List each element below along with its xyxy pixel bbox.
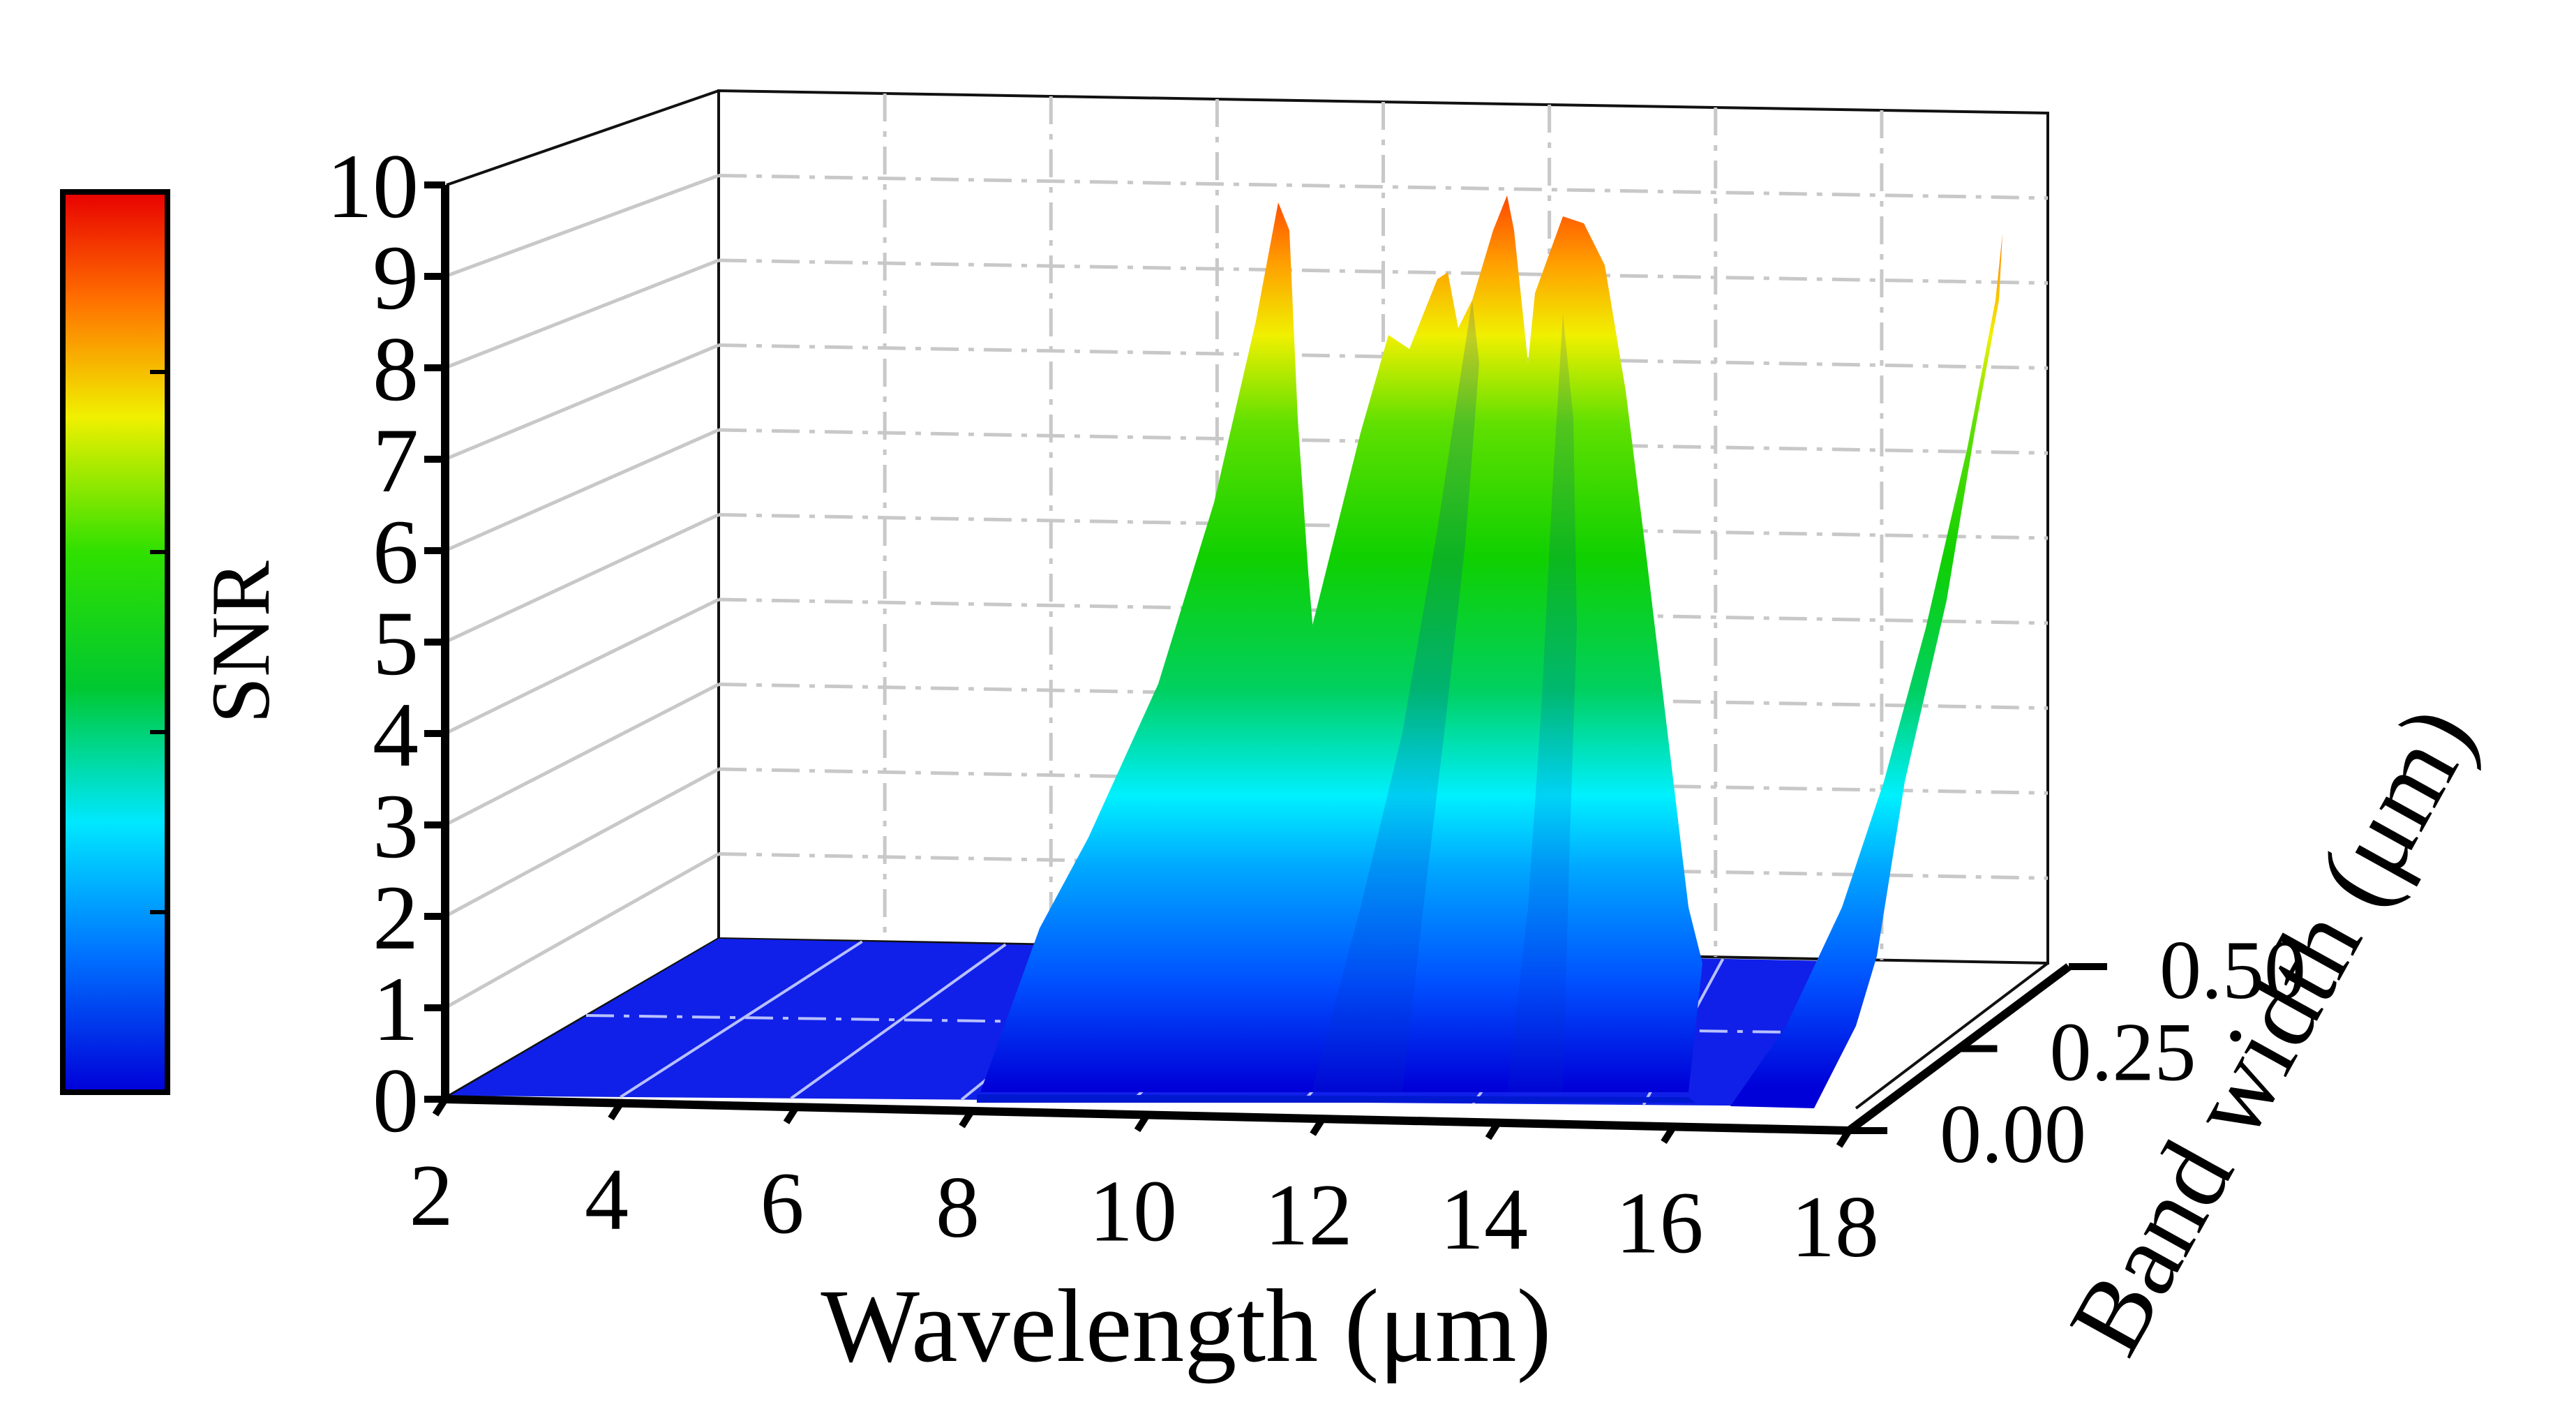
x-tick-label: 14: [1440, 1171, 1528, 1268]
x-tick-mark: [959, 1109, 975, 1129]
colorbar-label: SNR: [194, 560, 287, 723]
x-tick-mark: [1836, 1129, 1852, 1148]
colorbar: SNR: [60, 189, 287, 1095]
z-tick-label: 4: [373, 683, 419, 786]
y-axis-ticks: 0.000.250.50: [1849, 923, 2306, 1180]
snr-surface: [977, 195, 2002, 1108]
x-tick-mark: [783, 1105, 800, 1124]
back-grid-line: [718, 683, 2049, 710]
left-grid-line: [444, 597, 720, 736]
top-left-edge: [446, 89, 719, 186]
back-grid-line: [718, 343, 2049, 370]
surface-ridge-shade-2: [1507, 314, 1577, 1092]
z-tick-label: 7: [373, 409, 419, 512]
left-grid-line: [444, 174, 719, 278]
left-grid-line: [444, 258, 719, 370]
floor-grid-line: [790, 943, 1007, 1100]
x-tick-label: 12: [1265, 1167, 1353, 1264]
z-tick-label: 3: [373, 775, 419, 877]
left-grid-line: [444, 767, 720, 918]
left-grid-line: [444, 428, 720, 553]
y-tick-label: 0.00: [1940, 1087, 2086, 1180]
surface-peak-2: [1151, 195, 1702, 1092]
x-tick-label: 10: [1089, 1163, 1177, 1260]
back-floor-left-edge: [445, 937, 720, 1099]
floor-grid-line: [620, 940, 863, 1099]
y-tick-label: 0.50: [2159, 923, 2306, 1016]
x-tick-label: 18: [1791, 1179, 1879, 1276]
back-grid-line: [718, 767, 2049, 795]
x-tick-mark: [1310, 1117, 1326, 1136]
z-tick-label: 1: [373, 958, 419, 1060]
z-tick-label: 9: [373, 226, 419, 329]
x-tick-mark: [1485, 1121, 1502, 1140]
z-tick-label: 5: [373, 592, 419, 694]
x-axis-ticks: 2 4 6 8 10 12 14 16 18: [410, 1097, 1879, 1276]
x-tick-label: 4: [585, 1152, 629, 1249]
x-tick-mark: [1134, 1112, 1151, 1133]
y-tick-label: 0.25: [2050, 1006, 2196, 1099]
back-grid-line: [718, 852, 2049, 880]
back-grid-line: [718, 258, 2049, 285]
x-tick-label: 2: [410, 1147, 454, 1244]
z-tick-label: 6: [373, 500, 419, 603]
z-tick-label: 10: [327, 135, 419, 237]
z-tick-label: 8: [373, 318, 419, 420]
x-tick-mark: [608, 1101, 624, 1121]
left-grid-line: [444, 852, 720, 1010]
back-floor-right-edge: [1855, 962, 2049, 1110]
x-axis-title: Wavelength (μm): [821, 1268, 1551, 1384]
left-grid-line: [444, 683, 720, 827]
x-tick-label: 8: [936, 1159, 980, 1256]
z-tick-label: 2: [373, 866, 419, 969]
colorbar-ticks: [150, 370, 167, 914]
colorbar-gradient: [60, 189, 170, 1095]
back-grid-line: [718, 597, 2049, 625]
left-grid-line: [444, 513, 720, 644]
surface-peak-1: [980, 202, 1319, 1092]
left-wall-grid: [444, 174, 720, 1010]
x-tick-label: 6: [761, 1155, 804, 1252]
z-tick-label: 0: [373, 1049, 419, 1152]
surface-base-shadow: [977, 1094, 1695, 1103]
x-tick-mark: [432, 1097, 449, 1117]
left-grid-line: [444, 343, 719, 461]
surface-peak-3: [1730, 234, 2002, 1108]
x-tick-label: 16: [1616, 1175, 1704, 1272]
x-tick-mark: [1661, 1124, 1677, 1145]
back-grid-line: [718, 513, 2049, 540]
back-grid-line: [718, 428, 2049, 455]
surface-ridge-shade: [1312, 300, 1479, 1092]
back-grid-line: [718, 174, 2049, 200]
